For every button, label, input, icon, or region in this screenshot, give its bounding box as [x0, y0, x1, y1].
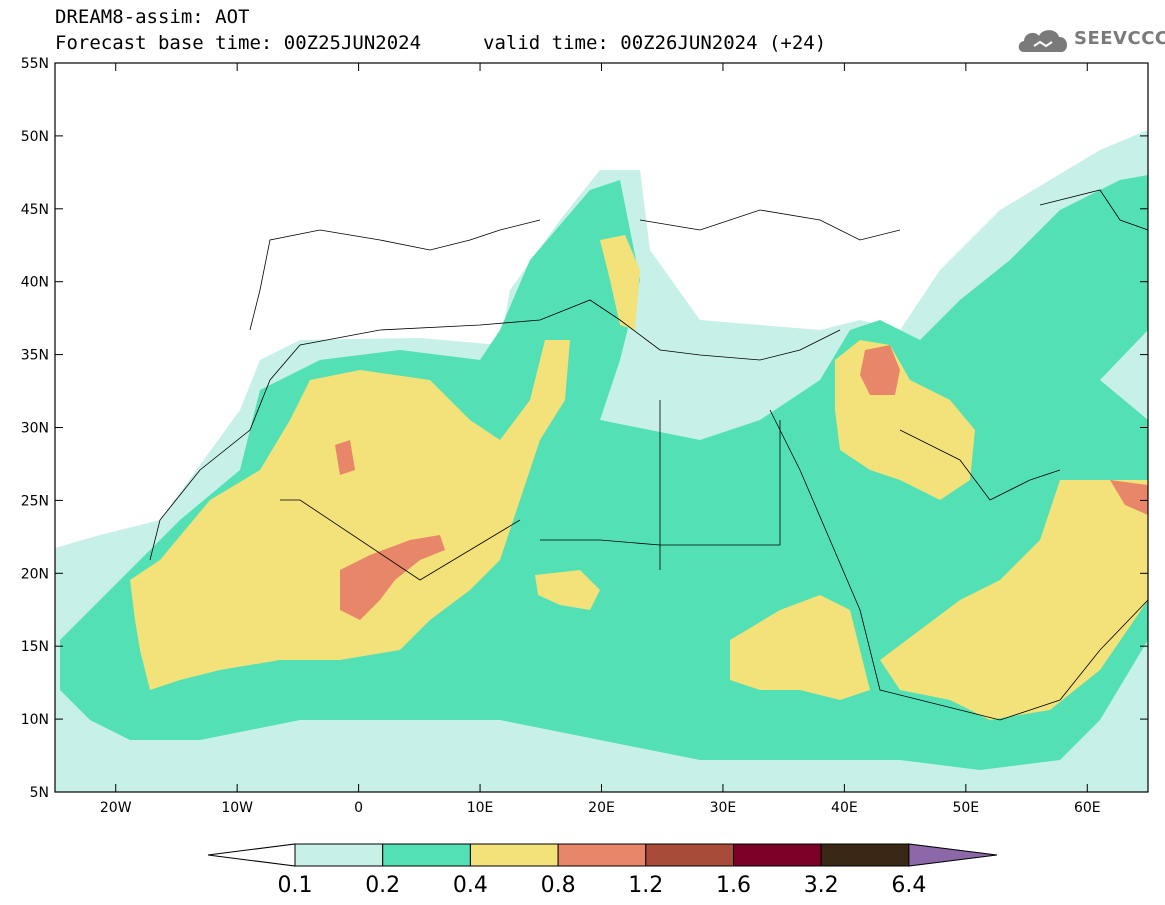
colorbar-label: 1.2: [628, 873, 663, 898]
coastline: [899, 429, 1061, 501]
logo-text: SEEVCCC: [1074, 28, 1165, 49]
coastlines: [149, 189, 1148, 721]
coastline: [769, 409, 1148, 721]
colorbar-label: 0.8: [541, 873, 576, 898]
aot-band-0.4: [835, 340, 975, 500]
coastline: [1039, 189, 1148, 231]
aot-band-0.8: [1110, 480, 1148, 515]
aot-band-0.4: [730, 595, 870, 700]
aot-band-0.4: [130, 340, 570, 690]
aot-band-0.4: [880, 480, 1148, 720]
lat-tick-label: 25N: [21, 493, 49, 509]
coastline: [659, 400, 781, 570]
colorbar-label: 1.6: [716, 873, 751, 898]
cloud-icon: [1018, 30, 1068, 52]
colorbar-segment: [820, 843, 910, 867]
colorbar-label: 0.1: [278, 873, 313, 898]
coastline: [249, 219, 541, 331]
lon-tick-label: 60E: [1074, 800, 1101, 816]
lon-tick-label: 20E: [588, 800, 615, 816]
colorbar-label: 6.4: [891, 873, 926, 898]
lat-tick-label: 45N: [21, 202, 49, 218]
map-frame: [54, 62, 1149, 793]
aot-field: [55, 130, 1148, 792]
lon-tick-label: 50E: [952, 800, 979, 816]
aot-band-0.4: [600, 235, 640, 330]
coastline: [149, 299, 841, 561]
valid-time: valid time: 00Z26JUN2024 (+24): [483, 32, 827, 54]
colorbar-label: 0.4: [453, 873, 488, 898]
lat-tick-label: 15N: [21, 639, 49, 655]
aot-band-0.8: [340, 535, 445, 620]
lat-tick-label: 50N: [21, 129, 49, 145]
lat-tick-label: 55N: [21, 56, 49, 72]
aot-band-0.8: [335, 440, 355, 475]
colorbar-segment: [733, 843, 822, 867]
colorbar-label: 3.2: [804, 873, 839, 898]
colorbar-min-arrow: [207, 843, 296, 867]
lat-tick-label: 20N: [21, 566, 49, 582]
lat-tick-label: 10N: [21, 712, 49, 728]
product-title: DREAM8-assim: AOT: [55, 6, 250, 28]
lat-tick-label: 5N: [30, 785, 49, 801]
colorbar-label: 0.2: [365, 873, 400, 898]
base-time: Forecast base time: 00Z25JUN2024: [55, 32, 422, 54]
coastline: [540, 539, 780, 546]
aot-band-0.2: [60, 175, 1148, 770]
aot-band-0.4: [535, 570, 600, 610]
lat-tick-label: 40N: [21, 275, 49, 291]
colorbar-max-arrow: [908, 843, 997, 867]
colorbar: 0.1 0.2 0.4 0.8 1.2 1.6 3.2 6.4: [207, 843, 997, 898]
lat-tick-label: 30N: [21, 421, 49, 437]
lon-tick-label: 30E: [710, 800, 737, 816]
lon-tick-label: 10E: [467, 800, 494, 816]
colorbar-segment: [557, 843, 647, 867]
seevccc-logo: SEEVCCC: [1016, 22, 1165, 58]
lon-tick-label: 10W: [221, 800, 253, 816]
lon-tick-label: 40E: [831, 800, 858, 816]
lon-tick-label: 20W: [100, 800, 132, 816]
colorbar-segment: [645, 843, 734, 867]
coastline: [639, 209, 901, 241]
colorbar-segment: [469, 843, 559, 867]
coastline: [280, 499, 521, 581]
lon-tick-label: 0: [354, 800, 363, 816]
colorbar-segment: [294, 843, 384, 867]
aot-band-0.1: [55, 130, 1148, 792]
aot-band-0.8: [860, 345, 900, 395]
lat-tick-label: 35N: [21, 348, 49, 364]
colorbar-segment: [382, 843, 471, 867]
